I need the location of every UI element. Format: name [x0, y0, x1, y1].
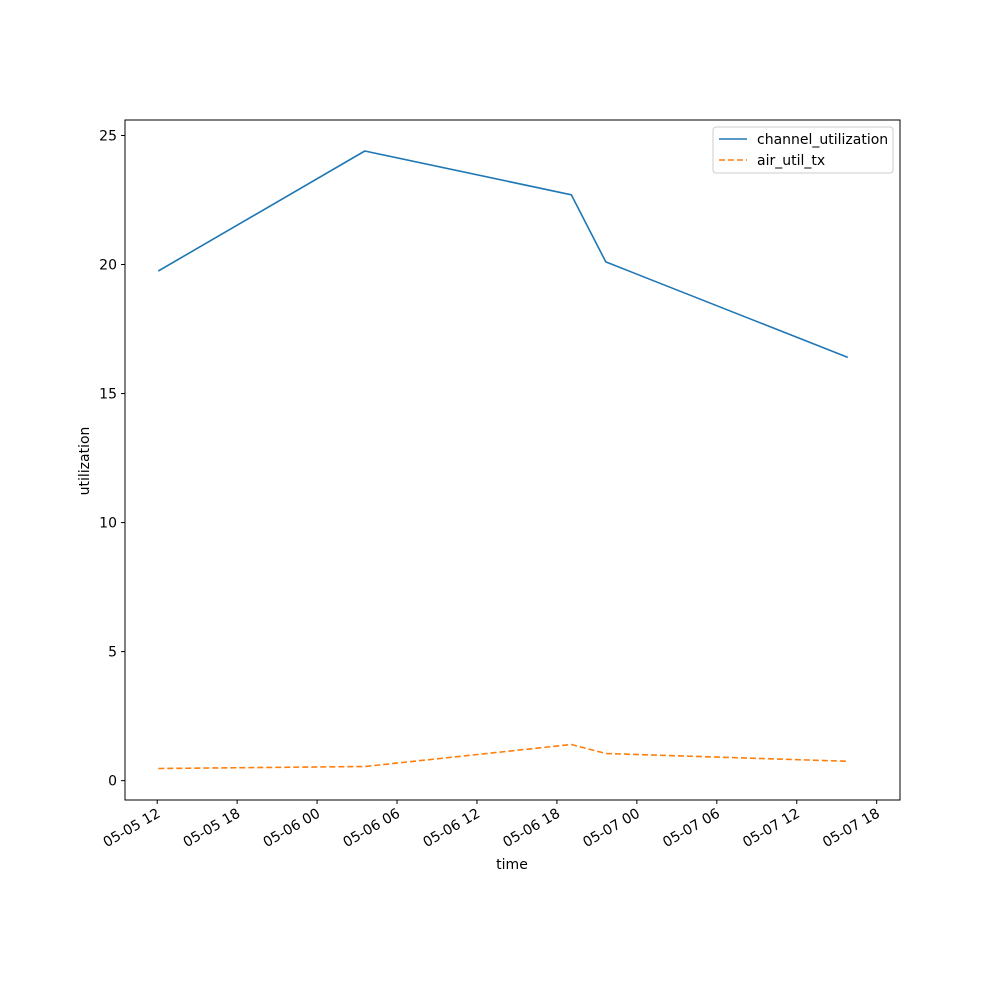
y-tick-label: 25 — [99, 128, 117, 144]
legend: channel_utilization air_util_tx — [712, 126, 894, 174]
y-axis-label: utilization — [77, 427, 93, 496]
series-line-air-util-tx — [158, 743, 848, 770]
x-axis-label: time — [496, 857, 528, 873]
legend-box — [712, 126, 894, 174]
y-tick-label: 10 — [99, 516, 117, 532]
series-line-channel-utilization — [157, 150, 849, 359]
y-tick-label: 5 — [108, 645, 117, 661]
legend-label-air-util-tx: air_util_tx — [757, 153, 825, 169]
series-layer — [157, 150, 849, 770]
legend-label-channel-utilization: channel_utilization — [757, 132, 888, 148]
y-axis-ticks: 0 5 10 15 20 25 — [99, 128, 125, 790]
y-tick-label: 0 — [108, 774, 117, 790]
y-tick-label: 20 — [99, 258, 117, 274]
y-tick-label: 15 — [99, 387, 117, 403]
plot-area-frame — [124, 119, 901, 801]
